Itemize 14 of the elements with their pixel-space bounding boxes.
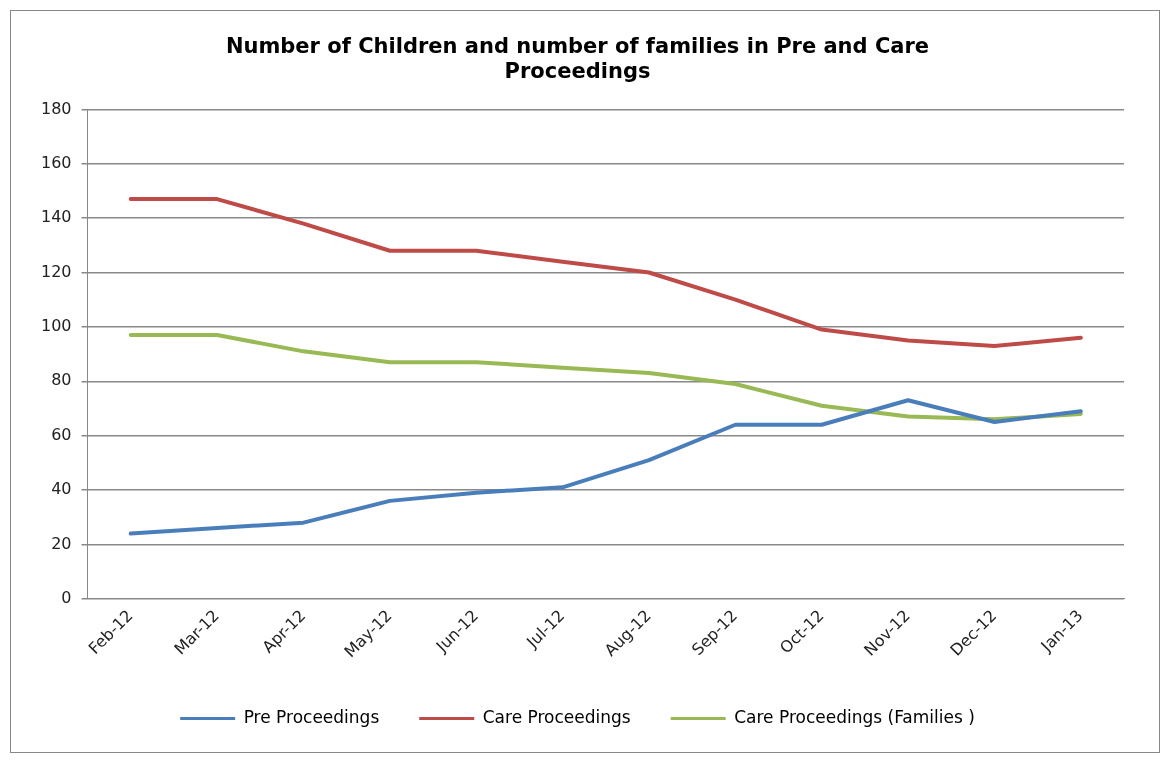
y-tick-label: 40 <box>51 479 72 499</box>
y-tick-label: 120 <box>40 261 72 281</box>
y-tick-label: 20 <box>51 533 72 553</box>
y-tick-label: 80 <box>51 370 72 390</box>
chart-title: Number of Children and number of families in Pre and Care Proceedings <box>225 34 930 84</box>
y-tick-label: 0 <box>61 587 72 607</box>
y-tick-label: 140 <box>40 207 72 227</box>
legend-label: Care Proceedings (Families ) <box>734 706 975 727</box>
legend-label: Care Proceedings <box>482 706 631 727</box>
y-tick-label: 180 <box>40 98 72 118</box>
y-tick-label: 100 <box>40 316 72 336</box>
legend-label: Pre Proceedings <box>243 706 380 727</box>
y-tick-label: 160 <box>40 152 72 172</box>
y-tick-label: 60 <box>51 424 72 444</box>
